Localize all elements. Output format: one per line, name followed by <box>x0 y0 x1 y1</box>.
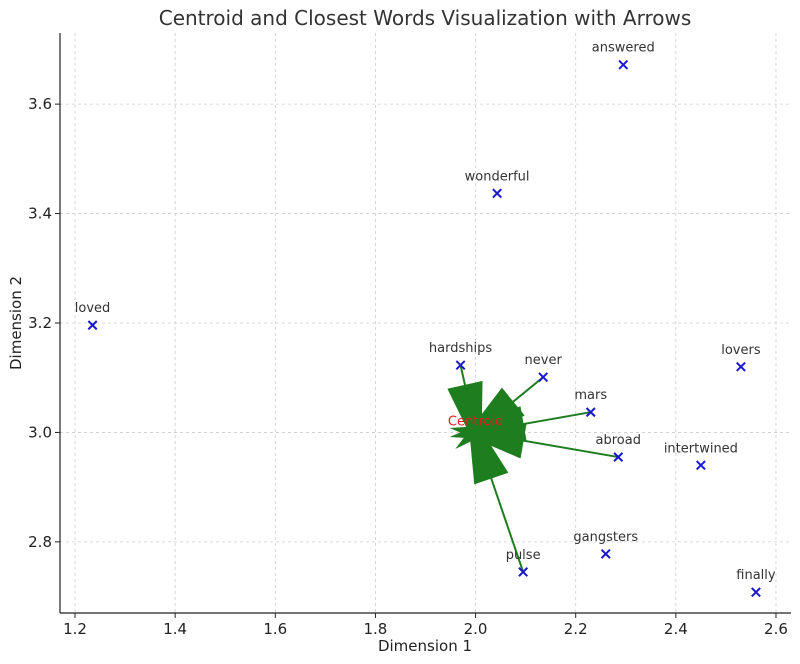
x-tick-label: 1.8 <box>364 620 388 638</box>
arrows <box>447 364 619 573</box>
point-marker <box>538 372 549 383</box>
point-marker <box>613 452 624 462</box>
centroid-label: Centroid <box>448 414 503 429</box>
point-label: wonderful <box>465 169 530 184</box>
chart-title: Centroid and Closest Words Visualization… <box>159 6 692 30</box>
point-label: gangsters <box>573 530 638 545</box>
point-label: answered <box>592 41 655 56</box>
point-label: loved <box>75 301 111 316</box>
point-marker <box>585 407 596 418</box>
point-intertwined <box>695 460 706 471</box>
y-tick-label: 3.4 <box>28 205 52 223</box>
y-tick-label: 2.8 <box>28 533 52 551</box>
y-tick-label: 3.0 <box>28 423 52 441</box>
point-marker <box>518 567 529 577</box>
arrowhead-pulse <box>467 407 509 485</box>
y-tick-label: 3.6 <box>28 95 52 113</box>
point-lovers <box>736 361 746 372</box>
point-marker <box>695 460 706 471</box>
point-marker <box>87 320 98 331</box>
point-never <box>538 372 549 383</box>
point-pulse <box>518 567 529 577</box>
x-tick-label: 2.0 <box>464 620 488 638</box>
x-tick-label: 1.2 <box>63 620 87 638</box>
point-label: pulse <box>506 548 541 563</box>
point-marker <box>736 361 746 372</box>
point-hardships <box>455 360 466 371</box>
point-label: never <box>525 353 563 368</box>
y-tick-label: 3.2 <box>28 314 52 332</box>
point-label: abroad <box>596 433 641 448</box>
point-label: finally <box>736 568 776 583</box>
point-marker <box>492 188 503 199</box>
point-label: intertwined <box>664 441 738 456</box>
x-tick-label: 2.4 <box>664 620 688 638</box>
x-tick-label: 2.2 <box>564 620 588 638</box>
point-marker <box>618 59 629 70</box>
y-axis-label: Dimension 2 <box>7 276 25 370</box>
points <box>87 59 761 598</box>
point-mars <box>585 407 596 418</box>
point-finally <box>751 587 761 598</box>
x-tick-label: 1.4 <box>163 620 187 638</box>
point-loved <box>87 320 98 331</box>
point-label: lovers <box>721 343 761 358</box>
axes: 1.2 1.4 1.6 1.8 2.0 2.2 2.4 2.6 2.8 3.0 3.2 3.4 3.6 <box>28 33 791 638</box>
point-labels: answered wonderful loved hardships never love… <box>75 41 776 583</box>
point-marker <box>751 587 761 598</box>
x-tick-label: 2.6 <box>764 620 788 638</box>
grid <box>60 33 791 613</box>
point-label: hardships <box>429 341 492 356</box>
point-label: mars <box>574 388 607 403</box>
point-marker <box>455 360 466 371</box>
arrowhead-abroad <box>449 422 527 459</box>
x-tick-label: 1.6 <box>263 620 287 638</box>
point-abroad <box>613 452 624 462</box>
point-marker <box>600 548 611 559</box>
point-gangsters <box>600 548 611 559</box>
point-wonderful <box>492 188 503 199</box>
x-axis-label: Dimension 1 <box>378 637 472 655</box>
point-answered <box>618 59 629 70</box>
